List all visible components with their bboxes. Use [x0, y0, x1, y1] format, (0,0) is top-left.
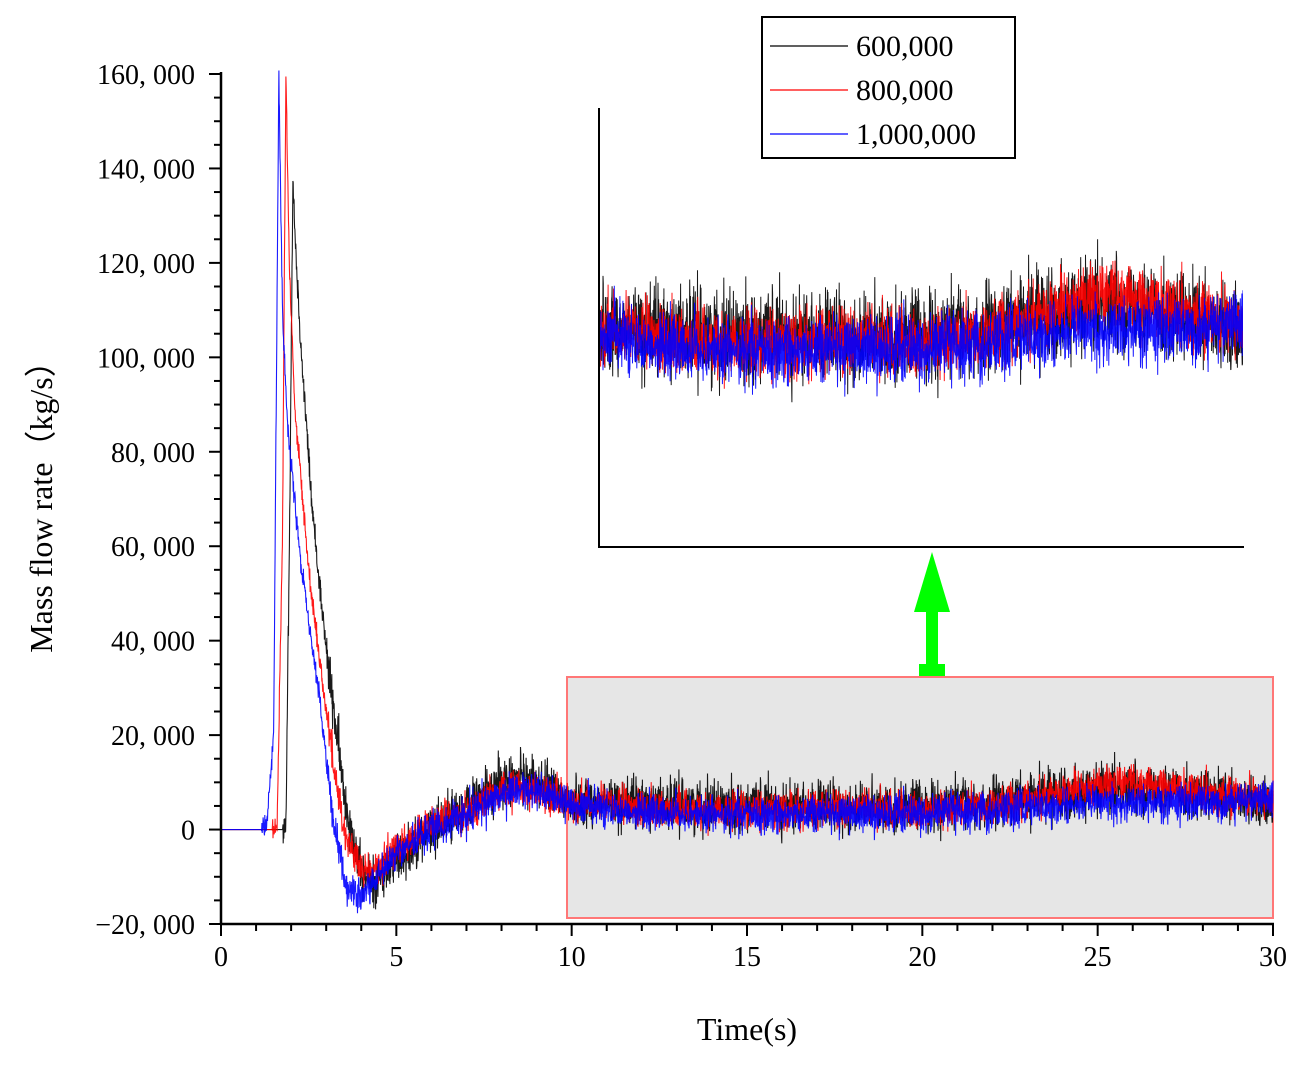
- x-tick-label: 30: [1259, 942, 1287, 973]
- x-tick-label: 25: [1084, 942, 1112, 973]
- inset-plot-series: [599, 239, 1243, 403]
- y-tick-label: 80, 000: [111, 438, 195, 469]
- y-tick-label: 20, 000: [111, 721, 195, 752]
- series-line-1: [221, 76, 1274, 888]
- y-tick-label: 0: [181, 816, 195, 847]
- x-axis-title: Time(s): [697, 1011, 797, 1047]
- x-tick-label: 10: [558, 942, 586, 973]
- legend-label-2: 1,000,000: [856, 118, 976, 151]
- x-tick-label: 20: [908, 942, 936, 973]
- inset-axes: [598, 108, 1244, 548]
- y-tick-label: 100, 000: [97, 343, 195, 374]
- y-axis-ticks: −20, 000 0 20, 000 40, 000 60, 000 80, 000 100…: [95, 60, 221, 941]
- main-plot-series: [221, 70, 1274, 914]
- y-tick-label: 160, 000: [97, 60, 195, 91]
- legend-label-1: 800,000: [856, 74, 954, 107]
- legend: 600,000 800,000 1,000,000: [761, 16, 1016, 159]
- y-tick-label: −20, 000: [95, 910, 195, 941]
- x-tick-label: 5: [389, 942, 403, 973]
- y-tick-label: 60, 000: [111, 532, 195, 563]
- x-tick-label: 0: [214, 942, 228, 973]
- y-tick-label: 140, 000: [97, 154, 195, 185]
- inset-series-line-2: [599, 285, 1243, 397]
- y-axis-title: Mass flow rate（kg/s）: [23, 345, 59, 653]
- zoom-arrow-icon: [914, 552, 950, 676]
- legend-label-0: 600,000: [856, 30, 954, 63]
- y-tick-label: 120, 000: [97, 249, 195, 280]
- x-tick-label: 15: [733, 942, 761, 973]
- y-tick-label: 40, 000: [111, 627, 195, 658]
- x-axis-ticks: 0 5 10 15 20 25 30: [214, 924, 1287, 973]
- series-line-2: [221, 70, 1274, 914]
